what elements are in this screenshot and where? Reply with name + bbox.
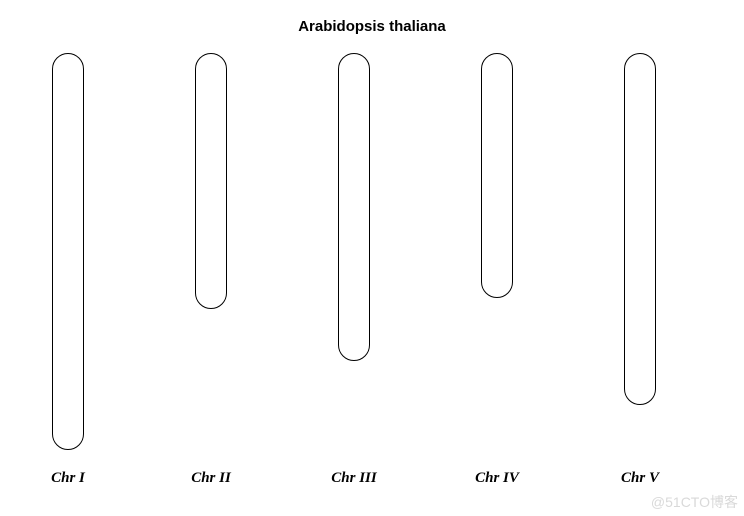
chromosome-chr5 [624,53,656,405]
chromosome-label-chr3: Chr III [318,470,390,487]
chromosome-label-chr5: Chr V [604,470,676,487]
chromosome-label-chr1: Chr I [32,470,104,487]
watermark: @51CTO博客 [651,492,738,512]
chromosome-chr3 [338,53,370,361]
chromosome-chr1 [52,53,84,450]
chromosome-chr2 [195,53,227,309]
figure-title: Arabidopsis thaliana [0,18,744,35]
chromosome-label-chr4: Chr IV [461,470,533,487]
chromosome-label-chr2: Chr II [175,470,247,487]
chromosome-chr4 [481,53,513,298]
